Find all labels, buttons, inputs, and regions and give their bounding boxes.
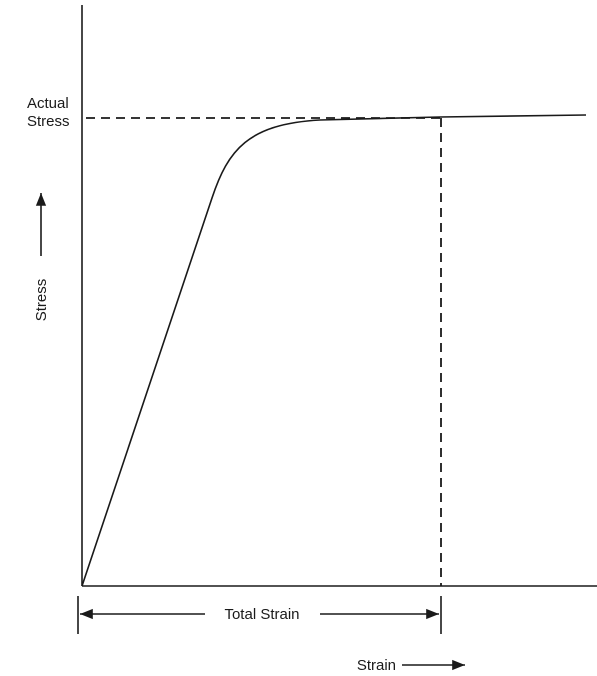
dimension-label: Total Strain xyxy=(224,606,299,623)
y-axis-label: Stress xyxy=(33,279,50,322)
stress-strain-curve xyxy=(81,114,587,587)
x-axis-label: Strain xyxy=(357,657,396,674)
annotation-line: Stress xyxy=(27,113,70,130)
annotation-line: Actual xyxy=(27,95,69,112)
